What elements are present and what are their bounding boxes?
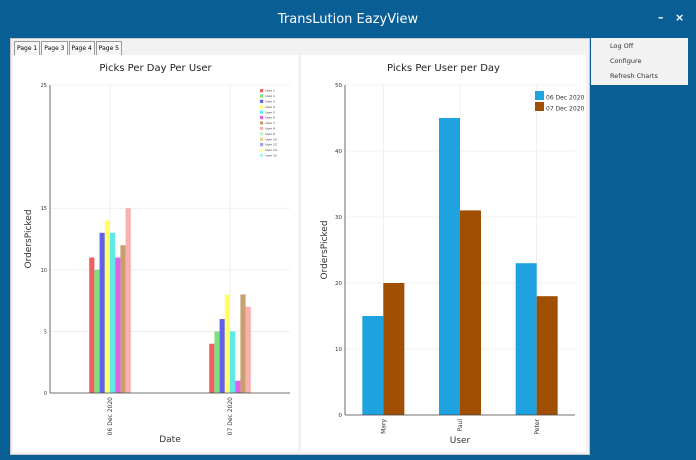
bar (362, 316, 384, 415)
legend-label: User 10 (265, 137, 277, 141)
legend-label: User 14 (265, 148, 277, 152)
y-tick-label: 10 (41, 268, 47, 274)
bar (460, 210, 481, 415)
legend-label: 07 Dec 2020 (546, 106, 585, 113)
bar (439, 118, 460, 415)
bar (94, 269, 100, 393)
window-title: TransLution EazyView (277, 12, 419, 27)
log-off-menu-item[interactable]: Log Off (610, 42, 634, 50)
y-tick-label: 0 (44, 391, 47, 397)
x-tick-label: Peter (534, 418, 541, 434)
bar (125, 208, 131, 393)
legend-swatch (260, 121, 264, 125)
y-tick-label: 50 (335, 83, 342, 89)
bar (120, 245, 126, 393)
legend-label: User 12 (265, 143, 277, 147)
legend-label: User 2 (265, 94, 275, 98)
legend-swatch (260, 99, 264, 103)
legend-swatch (535, 91, 544, 100)
legend-label: User 5 (265, 110, 275, 114)
legend-label: User 1 (265, 89, 275, 93)
legend-label: User 4 (265, 105, 275, 109)
picks-per-user-chart: 0 10 20 30 40 50 Mary Paul Peter User OrdersPicked… (320, 83, 585, 446)
legend-label: 06 Dec 2020 (546, 95, 585, 102)
legend-label: User 7 (265, 121, 275, 125)
bar (104, 220, 110, 393)
y-tick-label: 15 (41, 206, 47, 212)
bar (235, 380, 241, 393)
bar (115, 257, 121, 393)
legend-swatch (260, 126, 264, 130)
bar (99, 232, 105, 393)
legend-swatch (260, 89, 264, 93)
legend-label: User 15 (265, 154, 277, 158)
chart-title: Picks Per Day Per User (99, 63, 212, 74)
y-axis-label: OrdersPicked (24, 209, 34, 268)
close-button[interactable]: × (675, 11, 685, 24)
bar (536, 296, 558, 415)
legend-label: User 6 (265, 116, 275, 120)
x-axis-label: User (450, 436, 471, 446)
bar (224, 294, 230, 393)
y-axis-label: OrdersPicked (320, 220, 330, 279)
bar (230, 331, 236, 393)
x-tick-label: 06 Dec 2020 (107, 397, 114, 436)
refresh-charts-menu-item[interactable]: Refresh Charts (610, 72, 658, 80)
bar (89, 257, 95, 393)
legend-swatch (260, 110, 264, 114)
legend-label: User 9 (265, 132, 275, 136)
legend-swatch (260, 143, 264, 147)
picks-per-day-chart: 0 5 10 15 25 06 Dec 2020 07 Dec 2020 Date Orders… (24, 83, 290, 445)
side-menu: Log Off Configure Refresh Charts (591, 38, 688, 85)
legend-swatch (260, 94, 264, 98)
tab-page-3[interactable]: Page 3 (41, 41, 68, 56)
tab-page-1[interactable]: Page 1 (14, 41, 41, 56)
legend-swatch (535, 102, 544, 111)
y-tick-label: 20 (335, 281, 342, 287)
y-tick-label: 40 (335, 149, 342, 155)
bar (214, 331, 220, 393)
bar (245, 306, 251, 393)
bar (515, 263, 537, 415)
legend-swatch (260, 132, 264, 136)
bar (240, 294, 246, 393)
legend-swatch (260, 137, 264, 141)
y-tick-label: 25 (41, 83, 47, 89)
x-tick-label: Paul (457, 419, 464, 432)
x-tick-label: 07 Dec 2020 (227, 397, 234, 436)
y-tick-label: 0 (339, 413, 343, 419)
chart-panel-picks-per-day: Picks Per Day Per User 0 5 10 15 25 06 Dec 20… (13, 55, 298, 452)
configure-menu-item[interactable]: Configure (610, 57, 642, 65)
bar (110, 232, 116, 393)
tab-page-4[interactable]: Page 4 (68, 41, 95, 56)
tab-page-5[interactable]: Page 5 (95, 41, 122, 56)
legend-swatch (260, 116, 264, 120)
bar (209, 343, 215, 393)
legend-label: User 3 (265, 100, 275, 104)
minimize-button[interactable]: – (658, 11, 664, 24)
bar (219, 319, 225, 393)
legend-swatch (260, 153, 264, 157)
y-tick-label: 5 (44, 329, 47, 335)
page-tabs: Page 1 Page 3 Page 4 Page 5 (14, 41, 122, 56)
legend-swatch (260, 148, 264, 152)
chart-title: Picks Per User per Day (387, 63, 500, 74)
y-tick-label: 10 (335, 347, 342, 353)
dashboard-area: Page 1 Page 3 Page 4 Page 5 Picks Per Da… (10, 38, 590, 455)
bar (383, 283, 405, 415)
x-tick-label: Mary (380, 419, 387, 434)
y-tick-label: 30 (335, 215, 342, 221)
title-bar: TransLution EazyView – × (0, 0, 696, 38)
legend-swatch (260, 105, 264, 109)
legend-label: User 8 (265, 127, 275, 131)
x-axis-label: Date (159, 435, 181, 445)
chart-panel-picks-per-user: Picks Per User per Day 0 10 20 30 40 50 Mary Pa… (301, 55, 586, 452)
